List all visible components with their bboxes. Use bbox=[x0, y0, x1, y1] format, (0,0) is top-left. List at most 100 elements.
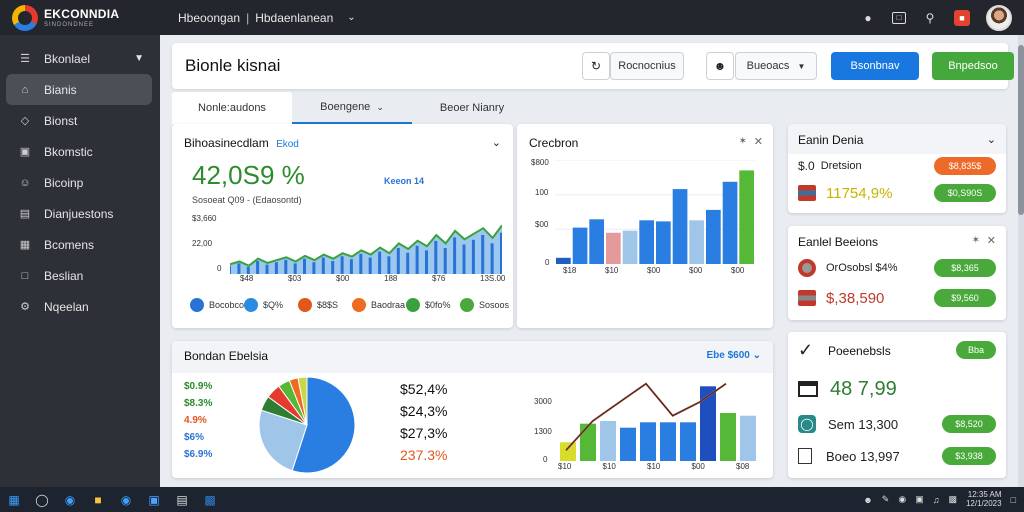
close-icon[interactable]: ✕ bbox=[986, 235, 996, 247]
legend-item[interactable]: Baodraa bbox=[352, 298, 405, 312]
pen-icon[interactable]: ✎ bbox=[881, 494, 890, 504]
pin-icon[interactable]: ✶ bbox=[738, 136, 747, 147]
sidebar-item-label: Dianjuestons bbox=[44, 206, 114, 221]
folder-icon[interactable]: ■ bbox=[94, 492, 102, 507]
legend-item[interactable]: Sosoos bbox=[460, 298, 509, 312]
select-dropdown[interactable]: Bueoacs ▼ bbox=[735, 52, 817, 80]
sidebar-item-2[interactable]: ◇ Bionst bbox=[6, 105, 152, 136]
card-header bbox=[172, 341, 773, 373]
notification-icon[interactable]: ■ bbox=[954, 9, 970, 26]
pin-icon[interactable]: ✶ bbox=[971, 235, 980, 246]
status-pill[interactable]: $0,S90S bbox=[934, 184, 996, 202]
tab-label: Boengene bbox=[320, 101, 371, 113]
search-icon[interactable]: ◯ bbox=[35, 492, 49, 507]
chart-bar bbox=[722, 181, 738, 264]
browser-icon[interactable]: ◉ bbox=[120, 492, 132, 507]
primary-button[interactable]: Bsonbnav bbox=[831, 52, 919, 80]
chart-icon: ▣ bbox=[19, 146, 31, 158]
chart-bar bbox=[490, 243, 494, 274]
legend-label: Sosoos bbox=[479, 300, 510, 310]
sidebar-item-0[interactable]: ☰ Bkonlael ▼ bbox=[6, 43, 152, 74]
chart-bar bbox=[303, 258, 306, 274]
volume-icon[interactable]: ♫ bbox=[932, 494, 940, 505]
app-logo[interactable]: EKCONNDIA SINDONDNEE bbox=[0, 0, 160, 35]
logo-subtitle: SINDONDNEE bbox=[44, 21, 95, 28]
percent-value: $52,4% bbox=[400, 381, 448, 397]
chart-bar bbox=[331, 261, 335, 274]
app-icon[interactable]: ▩ bbox=[204, 492, 216, 507]
stack-icon bbox=[798, 290, 816, 306]
status-pill[interactable]: $3,938 bbox=[942, 447, 996, 465]
search-icon[interactable]: ⚲ bbox=[925, 10, 935, 25]
chevron-down-icon[interactable]: ⌄ bbox=[491, 137, 501, 149]
legend-item[interactable]: $8$S bbox=[298, 298, 338, 312]
chart-bar bbox=[443, 248, 447, 274]
x-tick-label: $10 bbox=[605, 266, 619, 275]
legend-item[interactable]: $Q% bbox=[244, 298, 283, 312]
refresh-icon[interactable]: ↻ bbox=[582, 52, 610, 80]
status-pill[interactable]: $8,520 bbox=[942, 415, 996, 433]
chart-bar bbox=[740, 415, 756, 461]
legend-item[interactable]: Bocobco bbox=[190, 298, 244, 312]
sidebar-item-1[interactable]: ⌂ Bianis bbox=[6, 74, 152, 105]
sidebar-item-7[interactable]: □ Beslian bbox=[6, 260, 152, 291]
chart-bar bbox=[706, 209, 721, 264]
chart-bar bbox=[246, 266, 250, 274]
alert-icon[interactable]: ● bbox=[864, 10, 872, 25]
gear-icon: ⚙ bbox=[20, 301, 30, 313]
chart-bar bbox=[237, 263, 241, 274]
language-icon[interactable]: ▩ bbox=[948, 494, 957, 504]
status-pill[interactable]: $9,560 bbox=[934, 289, 996, 307]
edge-icon[interactable]: ◉ bbox=[64, 492, 76, 507]
sidebar-item-4[interactable]: ☺ Bicoinp bbox=[6, 167, 152, 198]
avatar[interactable] bbox=[986, 4, 1012, 31]
scrollbar-thumb[interactable] bbox=[1018, 45, 1024, 215]
breadcrumb-item[interactable]: Hbeoongan bbox=[178, 10, 241, 25]
sidebar-item-label: Bkomstic bbox=[44, 144, 93, 159]
windows-icon[interactable]: ▦ bbox=[8, 492, 20, 507]
legend-item[interactable]: $0fo% bbox=[406, 298, 451, 312]
legend-label: Bocobco bbox=[209, 300, 245, 310]
display-icon[interactable]: ▣ bbox=[915, 494, 924, 504]
chevron-down-icon[interactable]: ⌄ bbox=[347, 12, 356, 23]
chevron-down-icon[interactable]: ▼ bbox=[134, 53, 144, 64]
big-value: 42,0S9 % bbox=[192, 160, 305, 191]
axis-label: $800 bbox=[531, 158, 549, 167]
sidebar-item-6[interactable]: ▦ Bcomens bbox=[6, 229, 152, 260]
chart-bar bbox=[406, 252, 410, 274]
user-icon[interactable]: ☻ bbox=[863, 494, 873, 505]
breadcrumb-item[interactable]: Hbdaenlanean bbox=[255, 10, 334, 25]
sidebar-item-label: Bianis bbox=[44, 82, 77, 97]
sidebar-item-5[interactable]: ▤ Dianjuestons bbox=[6, 198, 152, 229]
sidebar-item-8[interactable]: ⚙ Nqeelan bbox=[6, 291, 152, 322]
header-right[interactable]: Ebe $600 ⌄ bbox=[706, 350, 761, 361]
status-pill[interactable]: Bba bbox=[956, 341, 996, 359]
status-pill[interactable]: $8,835$ bbox=[934, 157, 996, 175]
chart-bar bbox=[340, 256, 344, 274]
chart-bar bbox=[293, 263, 297, 274]
user-icon[interactable]: ☻ bbox=[706, 52, 734, 80]
chart-bar bbox=[396, 248, 400, 274]
close-icon[interactable]: ✕ bbox=[753, 136, 763, 148]
tab-1[interactable]: Boengene ⌄ bbox=[292, 92, 412, 124]
legend-swatch-icon bbox=[352, 298, 366, 312]
filter-button[interactable]: Rocnocnius bbox=[610, 52, 684, 80]
status-pill[interactable]: $8,365 bbox=[934, 259, 996, 277]
window-icon[interactable]: □ bbox=[892, 11, 906, 24]
chart-bar bbox=[589, 219, 604, 264]
legend-swatch-icon bbox=[244, 298, 258, 312]
chart-bar bbox=[739, 170, 754, 264]
sidebar-item-3[interactable]: ▣ Bkomstic bbox=[6, 136, 152, 167]
tab-2[interactable]: Beoer Nianry bbox=[439, 102, 505, 114]
secondary-button[interactable]: Bnpedsoo bbox=[932, 52, 1014, 80]
tab-0[interactable]: Nonle:audons bbox=[172, 92, 292, 124]
clock[interactable]: 12:35 AM 12/1/2023 bbox=[965, 489, 1002, 508]
notification-icon[interactable]: □ bbox=[1010, 494, 1016, 505]
network-icon[interactable]: ◉ bbox=[898, 494, 907, 504]
list-item: 11754,9% bbox=[798, 181, 996, 205]
scrollbar[interactable] bbox=[1018, 35, 1024, 487]
store-icon[interactable]: ▣ bbox=[148, 492, 160, 507]
chevron-down-icon[interactable]: ⌄ bbox=[986, 134, 996, 146]
calculator-icon[interactable]: ▤ bbox=[176, 492, 188, 507]
area-chart bbox=[230, 224, 502, 274]
